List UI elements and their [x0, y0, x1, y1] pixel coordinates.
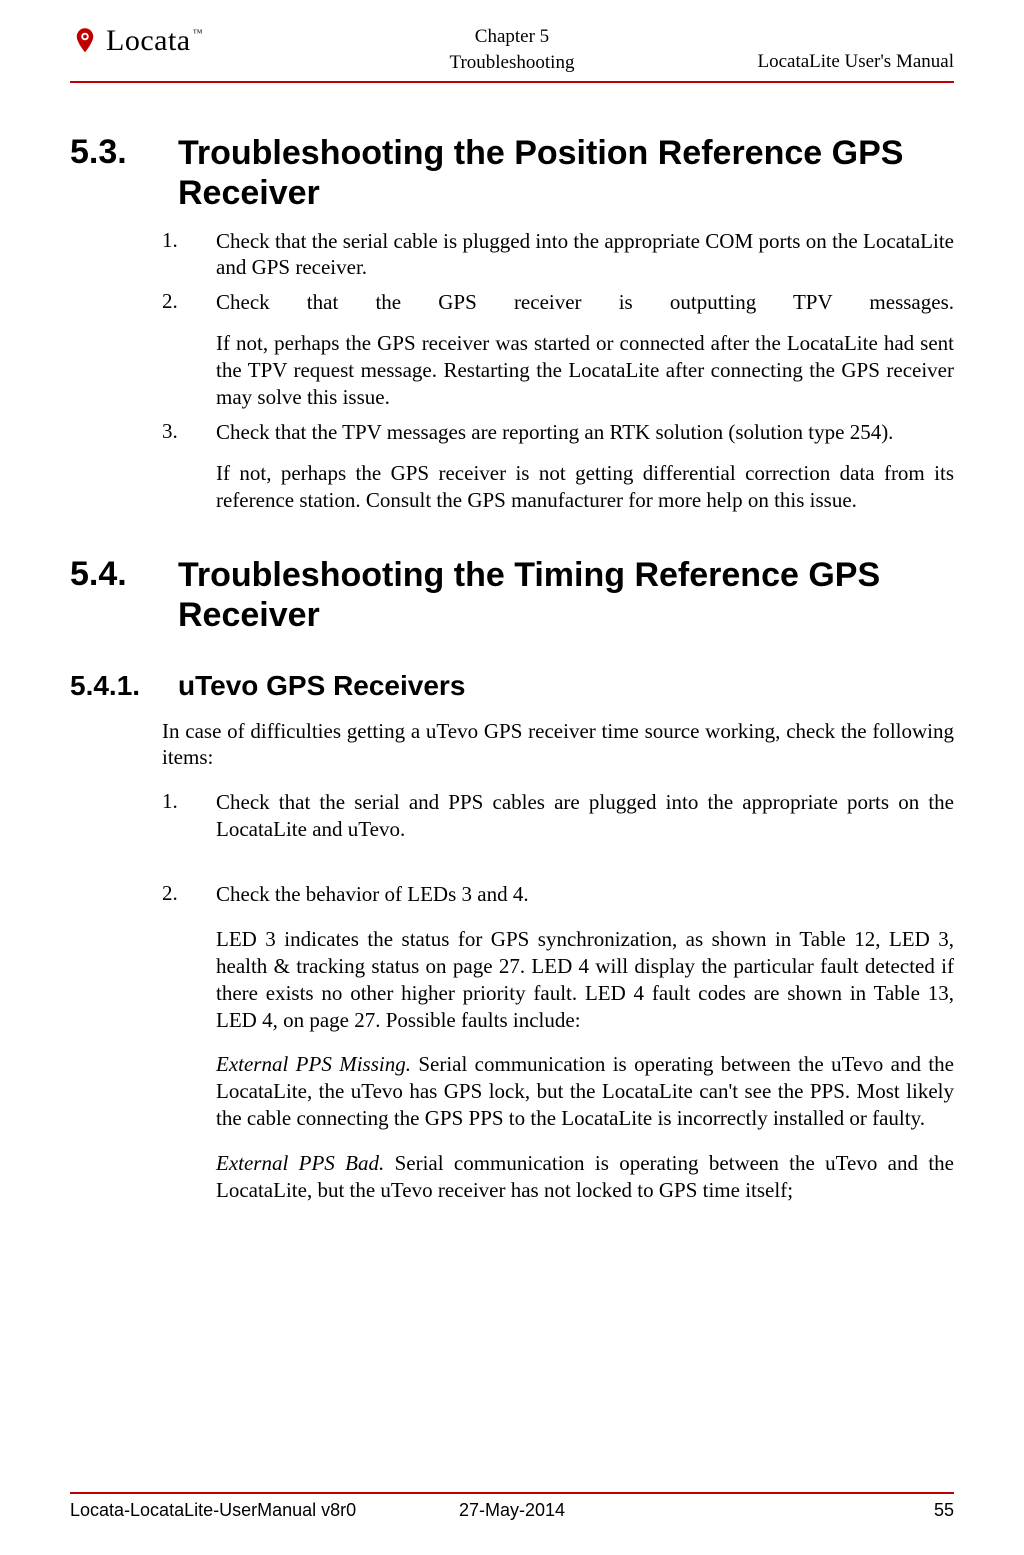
- steps-5-3: 1. Check that the serial cable is plugge…: [162, 228, 954, 514]
- logo-icon: [70, 26, 100, 56]
- step-number: 2.: [162, 881, 186, 1222]
- intro-para: In case of difficulties getting a uTevo …: [162, 718, 954, 772]
- header-right: LocataLite User's Manual: [659, 51, 954, 75]
- heading-text: uTevo GPS Receivers: [178, 670, 465, 702]
- section-line: Troubleshooting: [365, 50, 660, 76]
- footer-row: Locata-LocataLite-UserManual v8r0 27-May…: [70, 1500, 954, 1521]
- step-item: 2. Check that the GPS receiver is output…: [162, 289, 954, 411]
- footer-left: Locata-LocataLite-UserManual v8r0: [70, 1500, 365, 1521]
- step-number: 1.: [162, 789, 186, 861]
- step-para: External PPS Bad. Serial communication i…: [216, 1150, 954, 1204]
- heading-5-3: 5.3. Troubleshooting the Position Refere…: [70, 133, 954, 213]
- step-text: Check the behavior of LEDs 3 and 4. LED …: [216, 881, 954, 1222]
- step-text: Check that the serial and PPS cables are…: [216, 789, 954, 861]
- logo-word: Locata: [106, 24, 191, 57]
- page-footer: Locata-LocataLite-UserManual v8r0 27-May…: [70, 1492, 954, 1521]
- step-number: 1.: [162, 228, 186, 282]
- step-para: If not, perhaps the GPS receiver was sta…: [216, 330, 954, 411]
- chapter-line: Chapter 5: [365, 24, 660, 50]
- logo-tm: ™: [193, 28, 203, 39]
- step-para: LED 3 indicates the status for GPS synch…: [216, 926, 954, 1034]
- heading-text: Troubleshooting the Position Reference G…: [178, 133, 954, 213]
- footer-center: 27-May-2014: [365, 1500, 660, 1521]
- page-header: Locata™ Chapter 5 Troubleshooting Locata…: [70, 24, 954, 83]
- heading-5-4: 5.4. Troubleshooting the Timing Referenc…: [70, 555, 954, 635]
- heading-number: 5.3.: [70, 133, 150, 213]
- step-para: Check that the TPV messages are reportin…: [216, 419, 954, 446]
- step-number: 3.: [162, 419, 186, 514]
- step-para: Check that the serial and PPS cables are…: [216, 789, 954, 843]
- heading-number: 5.4.1.: [70, 670, 160, 702]
- step-para: Check that the serial cable is plugged i…: [216, 228, 954, 282]
- step-para: If not, perhaps the GPS receiver is not …: [216, 460, 954, 514]
- step-para: Check the behavior of LEDs 3 and 4.: [216, 881, 954, 908]
- step-para: Check that the GPS receiver is outputtin…: [216, 289, 954, 316]
- footer-right: 55: [659, 1500, 954, 1521]
- header-center: Chapter 5 Troubleshooting: [365, 24, 660, 75]
- heading-5-4-1: 5.4.1. uTevo GPS Receivers: [70, 670, 954, 702]
- step-item: 2. Check the behavior of LEDs 3 and 4. L…: [162, 881, 954, 1222]
- step-item: 3. Check that the TPV messages are repor…: [162, 419, 954, 514]
- page: Locata™ Chapter 5 Troubleshooting Locata…: [0, 0, 1024, 1555]
- heading-text: Troubleshooting the Timing Reference GPS…: [178, 555, 954, 635]
- header-left: Locata™: [70, 24, 365, 58]
- heading-number: 5.4.: [70, 555, 150, 635]
- step-para: External PPS Missing. Serial communicati…: [216, 1051, 954, 1132]
- step-number: 2.: [162, 289, 186, 411]
- content: 5.3. Troubleshooting the Position Refere…: [70, 83, 954, 1222]
- logo: Locata™: [70, 24, 201, 58]
- footer-rule: [70, 1492, 954, 1494]
- step-text: Check that the TPV messages are reportin…: [216, 419, 954, 514]
- logo-text: Locata™: [106, 24, 201, 58]
- step-item: 1. Check that the serial cable is plugge…: [162, 228, 954, 282]
- step-text: Check that the serial cable is plugged i…: [216, 228, 954, 282]
- intro-5-4-1: In case of difficulties getting a uTevo …: [162, 718, 954, 772]
- step-text: Check that the GPS receiver is outputtin…: [216, 289, 954, 411]
- steps-5-4-1: 1. Check that the serial and PPS cables …: [162, 789, 954, 1222]
- step-item: 1. Check that the serial and PPS cables …: [162, 789, 954, 861]
